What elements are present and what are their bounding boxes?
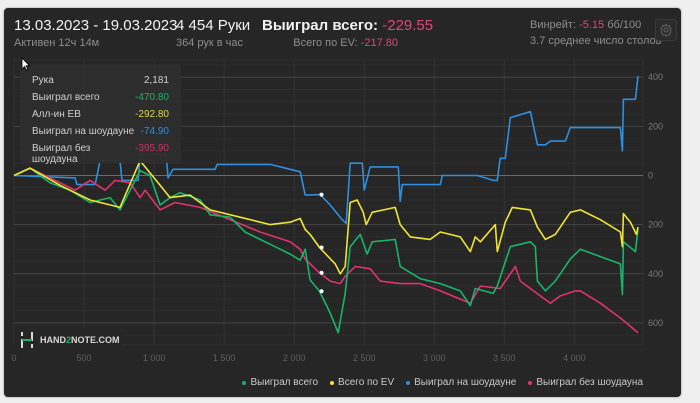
x-tick-label: 2 500: [353, 353, 376, 363]
hover-point-marker: [319, 289, 324, 294]
legend-item-won-total[interactable]: Выиграл всего: [242, 377, 318, 388]
x-tick-label: 1 000: [143, 353, 166, 363]
legend-item-ev[interactable]: Всего по EV: [330, 377, 394, 388]
tooltip-value: -292.80: [135, 109, 169, 120]
x-tick-label: 1 500: [213, 353, 236, 363]
tooltip-value: -470.80: [135, 92, 169, 103]
mouse-cursor-icon: [21, 57, 31, 71]
series-line-non-showdown: [13, 167, 639, 334]
legend-dot-icon: [242, 380, 247, 385]
tooltip-label: Рука: [32, 75, 54, 86]
winrate-value: -5.15: [579, 19, 605, 31]
tooltip-label: Выиграл всего: [32, 92, 100, 103]
tooltip-row-won-total: Выиграл всего -470.80: [32, 92, 169, 103]
tooltip-value: -395.90: [135, 143, 169, 154]
tooltip-value: 2,181: [143, 75, 169, 86]
x-tick-label: 500: [77, 353, 92, 363]
x-tick-label: 2 000: [283, 353, 306, 363]
hover-point-marker: [319, 270, 324, 275]
legend-label: Всего по EV: [338, 377, 395, 388]
ev-value: -217.80: [360, 37, 398, 49]
y-tick-label: 600: [648, 318, 663, 328]
tooltip-value: -74.90: [140, 126, 169, 137]
x-tick-label: 3 500: [493, 353, 516, 363]
winrate-unit: бб/100: [607, 19, 642, 31]
legend-label: Выиграл без шоудауна: [536, 377, 643, 388]
series-line-won-total: [13, 167, 639, 334]
tooltip-row-non-showdown: Выиграл без шоудауна -395.90: [32, 143, 169, 165]
y-tick-label: 400: [648, 72, 663, 82]
series-line-showdown: [13, 75, 639, 225]
winrate: Винрейт: -5.15 бб/100: [530, 19, 641, 31]
hand2note-logo: HAND2NOTE.COM: [14, 328, 122, 352]
chart-legend: Выиграл всего Всего по EV Выиграл на шоу…: [242, 377, 643, 388]
winrate-label: Винрейт:: [530, 19, 577, 31]
hands-count: 4 454 Руки: [176, 17, 251, 34]
legend-label: Выиграл на шоудауне: [414, 377, 517, 388]
series-line-ev: [13, 159, 639, 275]
y-tick-label: 400: [648, 269, 663, 279]
tooltip-row-hand: Рука 2,181: [32, 75, 169, 86]
hover-point-marker: [319, 245, 324, 250]
hover-tooltip: Рука 2,181 Выиграл всего -470.80 Алл-ин ЕВ…: [20, 65, 181, 165]
settings-button[interactable]: [655, 19, 677, 41]
tooltip-label: Выиграл без шоудауна: [32, 143, 91, 165]
legend-item-non-showdown[interactable]: Выиграл без шоудауна: [528, 377, 643, 388]
tooltip-label: Выиграл на шоудауне: [32, 126, 135, 137]
hands-per-hour: 364 рук в час: [176, 37, 244, 49]
y-tick-label: 200: [648, 121, 663, 131]
y-tick-label: 0: [648, 170, 653, 180]
hand2note-logo-icon: [21, 332, 33, 348]
hover-point-marker: [319, 192, 324, 197]
tooltip-row-allin-ev: Алл-ин ЕВ -292.80: [32, 109, 169, 120]
x-tick-label: 3 000: [423, 353, 446, 363]
tooltip-label: Алл-ин ЕВ: [32, 109, 81, 120]
tooltip-row-showdown: Выиграл на шоудауне -74.90: [32, 126, 169, 137]
date-range: 13.03.2023 - 19.03.2023: [14, 17, 178, 34]
legend-dot-icon: [406, 380, 411, 385]
ev-label: Всего по EV:: [293, 37, 358, 49]
ev-total: Всего по EV: -217.80: [293, 37, 398, 49]
legend-label: Выиграл всего: [250, 377, 319, 388]
gear-icon: [660, 23, 672, 37]
logo-text: HAND2NOTE.COM: [40, 335, 120, 345]
won-total-value: -229.55: [382, 17, 434, 34]
x-tick-label: 0: [11, 353, 16, 363]
legend-item-showdown[interactable]: Выиграл на шоудауне: [406, 377, 516, 388]
avg-tables: 3.7 среднее число столов: [530, 35, 662, 47]
legend-dot-icon: [528, 380, 533, 385]
x-tick-label: 4 000: [563, 353, 586, 363]
active-time: Активен 12ч 14м: [14, 37, 100, 49]
y-tick-label: 200: [648, 220, 663, 230]
won-total: Выиграл всего: -229.55: [262, 17, 433, 34]
won-total-label: Выиграл всего:: [262, 17, 379, 34]
legend-dot-icon: [330, 380, 335, 385]
